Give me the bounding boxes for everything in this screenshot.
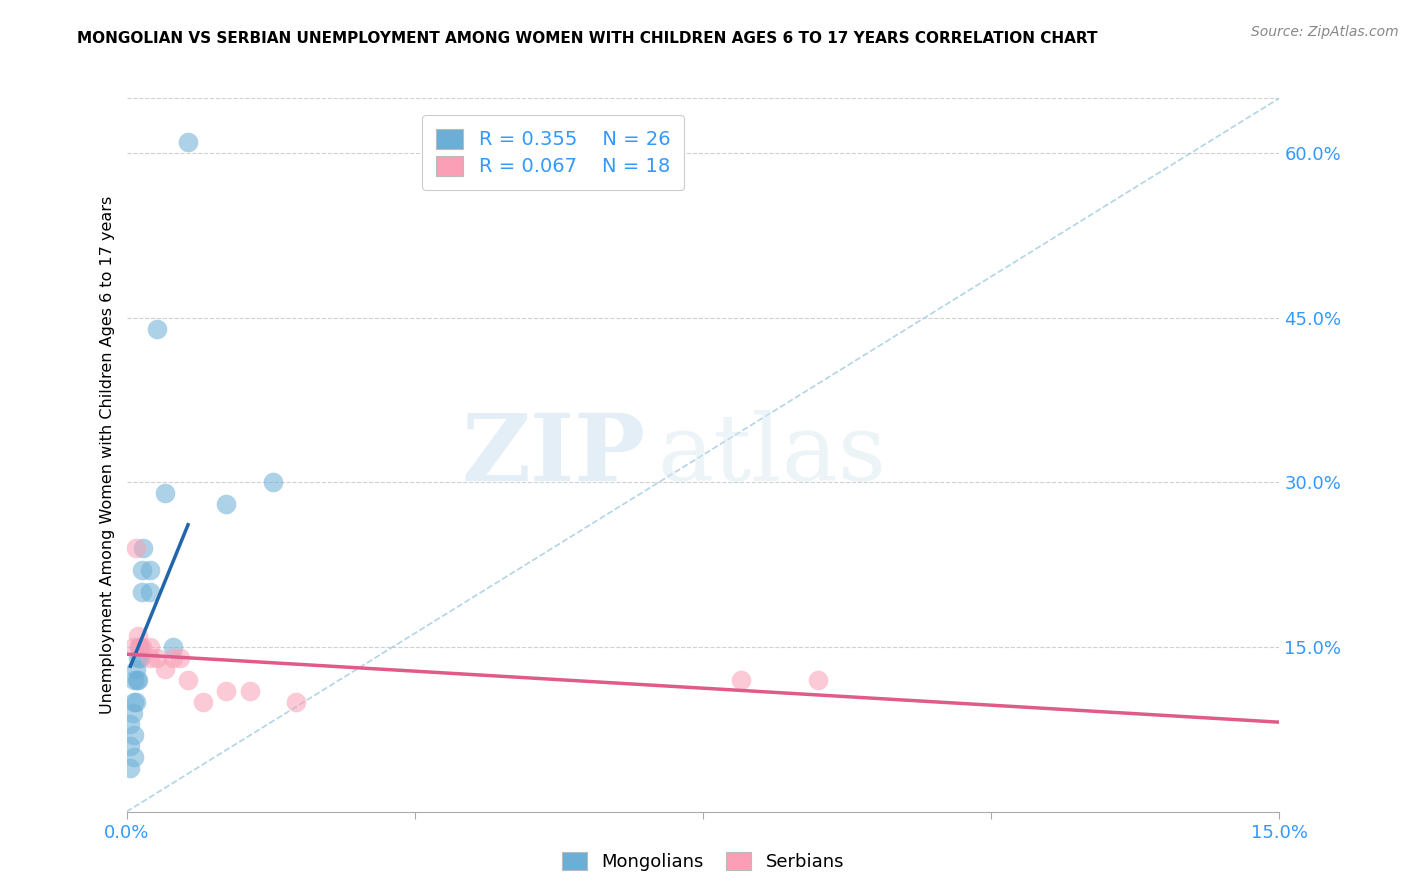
Point (122, 728, 145, 742)
Point (128, 640, 150, 654)
Point (132, 541, 155, 556)
Text: atlas: atlas (657, 410, 886, 500)
Point (138, 640, 160, 654)
Point (138, 651, 160, 665)
Point (730, 673, 752, 687)
Point (131, 585, 153, 599)
Point (238, 684, 260, 698)
Point (122, 673, 145, 687)
Point (125, 541, 148, 556)
Point (120, 739, 142, 753)
Point (215, 684, 238, 698)
Point (177, 673, 200, 687)
Point (120, 761, 142, 775)
Point (131, 640, 153, 654)
Point (125, 695, 148, 709)
Point (215, 497, 238, 511)
Point (153, 486, 176, 500)
Point (122, 695, 145, 709)
Point (169, 651, 191, 665)
Point (193, 695, 215, 709)
Point (129, 640, 152, 654)
Point (122, 749, 145, 764)
Point (127, 651, 149, 665)
Point (138, 563, 160, 577)
Point (129, 651, 152, 665)
Point (121, 706, 143, 720)
Legend: Mongolians, Serbians: Mongolians, Serbians (555, 845, 851, 879)
Text: MONGOLIAN VS SERBIAN UNEMPLOYMENT AMONG WOMEN WITH CHILDREN AGES 6 TO 17 YEARS C: MONGOLIAN VS SERBIAN UNEMPLOYMENT AMONG … (77, 31, 1098, 46)
Point (127, 673, 149, 687)
Y-axis label: Unemployment Among Women with Children Ages 6 to 17 years: Unemployment Among Women with Children A… (100, 196, 115, 714)
Point (162, 640, 184, 654)
Point (131, 563, 153, 577)
Point (127, 673, 149, 687)
Point (138, 585, 160, 599)
Point (125, 662, 148, 676)
Point (807, 673, 830, 687)
Point (122, 640, 145, 654)
Point (177, 135, 200, 149)
Legend: R = 0.355    N = 26, R = 0.067    N = 18: R = 0.355 N = 26, R = 0.067 N = 18 (422, 115, 683, 190)
Text: ZIP: ZIP (461, 410, 645, 500)
Point (127, 629, 149, 643)
Point (262, 475, 284, 490)
Point (153, 662, 176, 676)
Point (162, 651, 184, 665)
Point (284, 695, 307, 709)
Point (146, 651, 169, 665)
Point (120, 717, 142, 731)
Point (146, 321, 169, 335)
Text: Source: ZipAtlas.com: Source: ZipAtlas.com (1251, 25, 1399, 39)
